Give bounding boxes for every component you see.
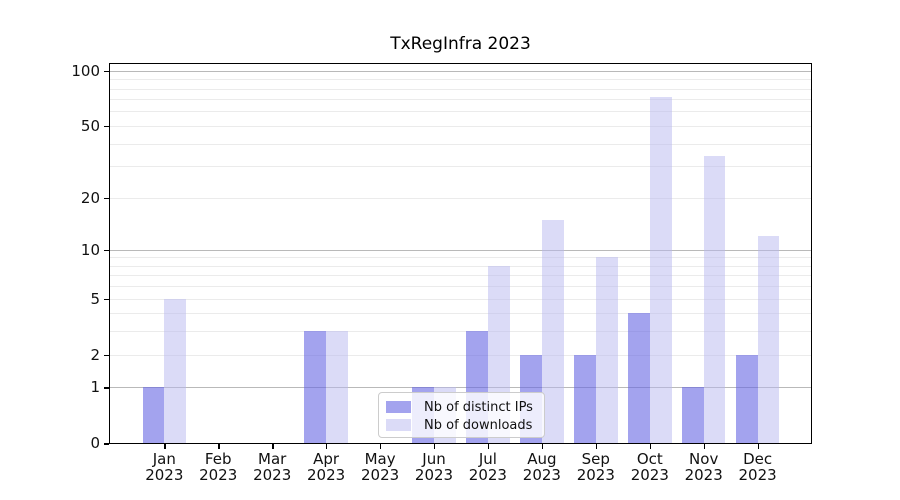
bar-distinct-ips	[142, 387, 165, 443]
x-tick-label: May 2023	[361, 450, 400, 484]
y-tick-mark	[104, 387, 109, 389]
x-tick-mark	[703, 444, 706, 449]
minor-gridline	[110, 79, 811, 81]
y-tick-label: 0	[90, 434, 100, 453]
bar-distinct-ips	[735, 354, 758, 443]
bar-downloads	[703, 156, 726, 443]
gridlines-layer	[110, 64, 811, 443]
x-tick-mark	[487, 444, 490, 449]
major-gridline	[110, 387, 811, 389]
bar-distinct-ips	[681, 387, 704, 443]
x-tick-mark	[757, 444, 759, 449]
x-tick-label: Dec 2023	[738, 450, 777, 484]
minor-gridline	[110, 275, 811, 277]
x-tick-label: Sep 2023	[576, 450, 615, 484]
x-tick-label: Jan 2023	[145, 450, 184, 484]
x-tick-label: Aug 2023	[522, 450, 561, 484]
y-tick-label: 100	[71, 61, 100, 80]
bar-downloads	[164, 298, 187, 443]
legend-swatch-distinct-ips	[386, 401, 411, 413]
minor-gridline	[110, 257, 811, 259]
minor-gridline	[110, 125, 811, 127]
legend-label-downloads: Nb of downloads	[424, 417, 533, 433]
y-tick-label: 5	[90, 289, 100, 308]
y-tick-mark	[104, 443, 109, 445]
y-tick-mark	[104, 249, 109, 252]
x-tick-mark	[434, 444, 436, 449]
x-tick-label: Jul 2023	[468, 450, 507, 484]
y-tick-label: 1	[90, 378, 100, 397]
y-tick-mark	[104, 298, 109, 300]
x-tick-mark	[380, 444, 382, 449]
x-tick-mark	[272, 444, 274, 449]
minor-gridline	[110, 354, 811, 356]
minor-gridline	[110, 298, 811, 300]
y-tick-mark	[104, 70, 109, 73]
x-tick-label: Nov 2023	[684, 450, 723, 484]
minor-gridline	[110, 286, 811, 288]
legend-entry-distinct-ips: Nb of distinct IPs	[386, 398, 544, 416]
major-gridline	[110, 70, 811, 72]
x-tick-label: Jun 2023	[414, 450, 454, 484]
minor-gridline	[110, 166, 811, 168]
minor-gridline	[110, 111, 811, 113]
y-tick-mark	[104, 125, 109, 128]
y-tick-mark	[104, 354, 109, 356]
x-tick-mark	[649, 444, 652, 449]
minor-gridline	[110, 197, 811, 199]
minor-gridline	[110, 143, 811, 145]
x-tick-mark	[541, 444, 544, 449]
minor-gridline	[110, 265, 811, 267]
major-gridline	[110, 249, 811, 251]
legend-label-distinct-ips: Nb of distinct IPs	[424, 399, 533, 415]
x-tick-label: Mar 2023	[253, 450, 292, 484]
bars-layer	[110, 64, 811, 443]
bar-downloads	[649, 96, 672, 443]
minor-gridline	[110, 313, 811, 315]
x-tick-label: Apr 2023	[307, 450, 346, 484]
x-tick-label: Feb 2023	[199, 450, 238, 484]
y-tick-label: 2	[90, 345, 100, 364]
y-tick-label: 10	[80, 240, 100, 259]
bar-downloads	[757, 236, 780, 443]
y-tick-mark	[104, 197, 109, 199]
minor-gridline	[110, 331, 811, 333]
legend-swatch-downloads	[386, 419, 411, 431]
legend-entry-downloads: Nb of downloads	[386, 416, 544, 434]
bar-distinct-ips	[574, 354, 596, 443]
bar-downloads	[326, 331, 348, 443]
minor-gridline	[110, 88, 811, 90]
bar-distinct-ips	[628, 313, 650, 443]
y-tick-label: 20	[80, 188, 100, 207]
bar-distinct-ips	[304, 331, 327, 443]
x-tick-mark	[595, 444, 598, 449]
x-tick-mark	[164, 444, 166, 449]
x-tick-mark	[218, 444, 220, 449]
y-tick-label: 50	[80, 116, 100, 135]
minor-gridline	[110, 99, 811, 101]
bar-downloads	[541, 219, 564, 443]
plot-area	[109, 63, 812, 444]
x-tick-mark	[326, 444, 328, 449]
legend: Nb of distinct IPs Nb of downloads	[378, 392, 545, 438]
chart-title: TxRegInfra 2023	[390, 34, 531, 54]
bar-downloads	[595, 257, 618, 443]
x-tick-label: Oct 2023	[630, 450, 669, 484]
